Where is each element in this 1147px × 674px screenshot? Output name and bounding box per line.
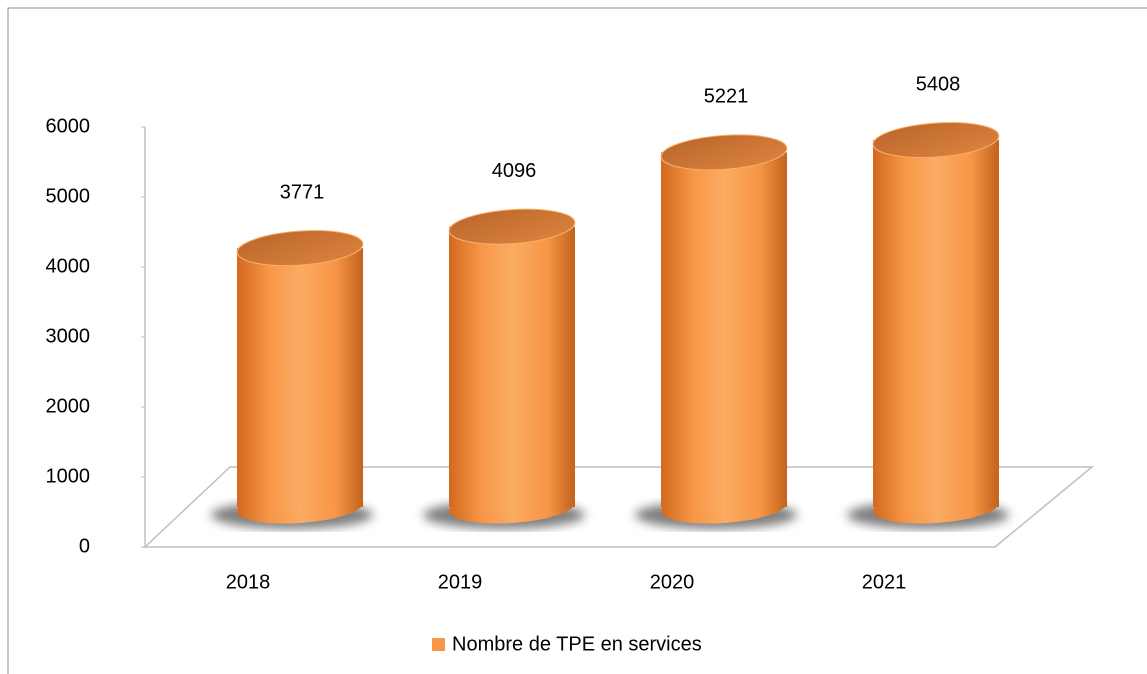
x-tick-label: 2019 bbox=[438, 571, 483, 593]
bar bbox=[661, 152, 787, 507]
bar-top bbox=[872, 122, 1000, 159]
y-tick-label: 3000 bbox=[46, 325, 91, 347]
y-tick-label: 5000 bbox=[46, 185, 91, 207]
x-tick-label: 2020 bbox=[650, 571, 695, 593]
data-label: 5221 bbox=[704, 86, 749, 108]
legend-label: Nombre de TPE en services bbox=[452, 633, 702, 655]
data-label: 5408 bbox=[916, 73, 961, 95]
bar-top bbox=[236, 230, 364, 267]
data-label: 4096 bbox=[492, 160, 537, 182]
y-tick-label: 6000 bbox=[46, 115, 91, 137]
x-tick-label: 2021 bbox=[862, 571, 907, 593]
y-tick-label: 4000 bbox=[46, 255, 91, 277]
bar-top bbox=[448, 208, 576, 245]
data-label: 3771 bbox=[280, 181, 325, 203]
bar bbox=[237, 248, 363, 507]
y-tick-label: 0 bbox=[79, 535, 90, 557]
bar bbox=[873, 140, 999, 507]
y-tick-label: 2000 bbox=[46, 395, 91, 417]
legend-swatch bbox=[432, 638, 445, 651]
x-tick-label: 2018 bbox=[226, 571, 271, 593]
bar bbox=[449, 226, 575, 507]
bar-top bbox=[660, 134, 788, 171]
frame bbox=[7, 7, 1147, 674]
y-tick-label: 1000 bbox=[46, 465, 91, 487]
